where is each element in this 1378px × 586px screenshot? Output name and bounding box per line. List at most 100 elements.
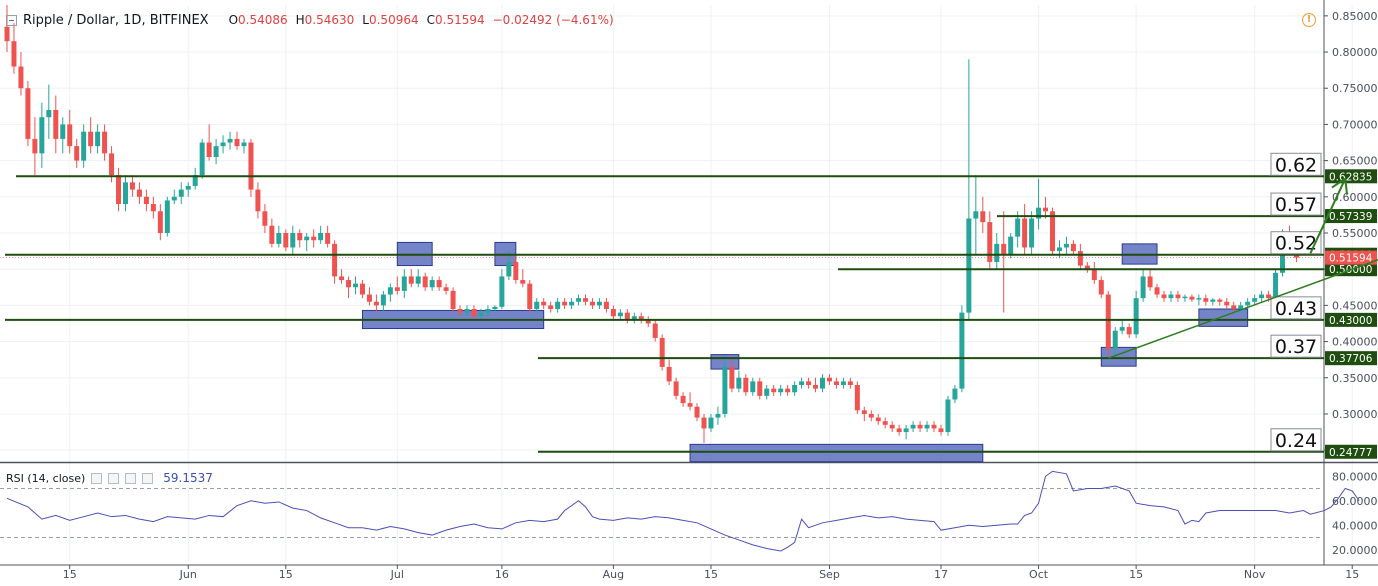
candle-body: [4, 26, 10, 42]
candle-body: [1091, 269, 1097, 281]
candle-body: [624, 312, 630, 320]
candle-body: [325, 233, 331, 244]
candle-body: [687, 403, 693, 407]
candle-body: [1084, 265, 1090, 270]
candle-body: [701, 417, 707, 429]
candle-body: [1189, 296, 1195, 300]
rsi-line: [6, 470, 1360, 552]
level-price-tag-text: 0.43000: [1329, 315, 1372, 327]
low-label: L: [362, 13, 369, 27]
candle-body: [206, 142, 212, 157]
candle-body: [757, 381, 763, 396]
level-price-tag-text: 0.57339: [1329, 211, 1372, 223]
candle-body: [994, 243, 1000, 262]
alert-icon[interactable]: !: [1302, 13, 1316, 27]
candle-body: [311, 236, 317, 241]
candle-body: [359, 283, 365, 295]
x-tick-label: 15: [1129, 568, 1143, 581]
candle-body: [81, 131, 87, 161]
target-arrow-head: [1331, 176, 1349, 195]
candle-body: [143, 196, 149, 205]
support-zone: [1100, 346, 1137, 367]
candle-body: [394, 287, 400, 291]
settings-icon[interactable]: [108, 472, 120, 484]
candle-body: [527, 283, 533, 309]
rsi-tick-label: 80.0000: [1332, 470, 1378, 483]
y-tick-label: 0.45000: [1332, 299, 1378, 312]
open-value: 0.54086: [238, 13, 288, 27]
candle-body: [346, 280, 352, 288]
candle-body: [450, 290, 456, 309]
candle-body: [569, 301, 575, 306]
candle-body: [638, 316, 644, 320]
rsi-title[interactable]: RSI (14, close): [6, 471, 86, 485]
candle-body: [875, 417, 881, 422]
candle-body: [478, 312, 484, 317]
candle-body: [178, 189, 184, 197]
x-tick-label: Sep: [819, 568, 840, 581]
candle-body: [443, 287, 449, 291]
rsi-tick-label: 60.0000: [1332, 495, 1378, 508]
y-tick-label: 0.55000: [1332, 227, 1378, 240]
candle-body: [387, 287, 393, 295]
candle-body: [1029, 218, 1035, 248]
collapse-icon[interactable]: [6, 14, 17, 26]
candle-body: [799, 381, 805, 385]
low-value: 0.50964: [368, 13, 419, 27]
candle-body: [164, 200, 170, 233]
candle-body: [422, 276, 428, 288]
rsi-legend: RSI (14, close) 59.1537: [6, 471, 213, 485]
x-tick-label: 15: [704, 568, 718, 581]
candle-body: [1036, 207, 1042, 219]
candle-body: [436, 280, 442, 288]
candle-body: [952, 388, 958, 400]
candle-body: [1224, 301, 1230, 306]
candle-body: [1147, 276, 1153, 288]
candle-body: [1175, 294, 1181, 299]
ohlc-values: O0.54086 H0.54630 L0.50964 C0.51594 −0.0…: [229, 13, 614, 27]
level-label-box: [1270, 152, 1322, 176]
candle-body: [1154, 287, 1160, 295]
candle-body: [854, 385, 860, 411]
candle-body: [506, 261, 512, 277]
candle-body: [1050, 211, 1055, 252]
y-tick-label: 0.65000: [1332, 155, 1378, 168]
close-icon[interactable]: [142, 472, 154, 484]
candle-body: [966, 218, 972, 313]
x-tick-label: 16: [495, 568, 509, 581]
candle-body: [813, 385, 819, 389]
candle-body: [213, 146, 219, 157]
candle-body: [785, 388, 791, 393]
candle-body: [764, 388, 770, 396]
candle-body: [401, 276, 407, 291]
candle-body: [666, 366, 672, 382]
candle-body: [792, 385, 798, 393]
x-tick-label: 15: [63, 568, 77, 581]
x-tick-label: Oct: [1029, 568, 1049, 581]
high-label: H: [295, 13, 305, 27]
candle-body: [896, 428, 902, 433]
candle-body: [171, 196, 177, 201]
high-value: 0.54630: [304, 13, 355, 27]
symbol-title[interactable]: Ripple / Dollar, 1D, BITFINEX: [23, 12, 209, 28]
candle-body: [1259, 294, 1265, 299]
add-icon[interactable]: [125, 472, 137, 484]
candle-body: [67, 124, 73, 147]
candle-body: [283, 233, 289, 248]
y-tick-label: 0.80000: [1332, 46, 1378, 59]
level-label: 0.57: [1275, 194, 1317, 216]
support-zone: [1198, 308, 1249, 327]
level-label-box: [1270, 231, 1322, 255]
candle-body: [255, 189, 261, 212]
y-tick-label: 0.35000: [1332, 372, 1378, 385]
candle-body: [694, 406, 700, 418]
candle-body: [917, 424, 923, 429]
candle-body: [826, 377, 832, 382]
candle-body: [366, 294, 372, 302]
candle-body: [1140, 276, 1146, 299]
candle-body: [1063, 243, 1069, 248]
visibility-icon[interactable]: [91, 472, 103, 484]
candle-body: [861, 410, 867, 414]
candle-body: [408, 276, 414, 284]
